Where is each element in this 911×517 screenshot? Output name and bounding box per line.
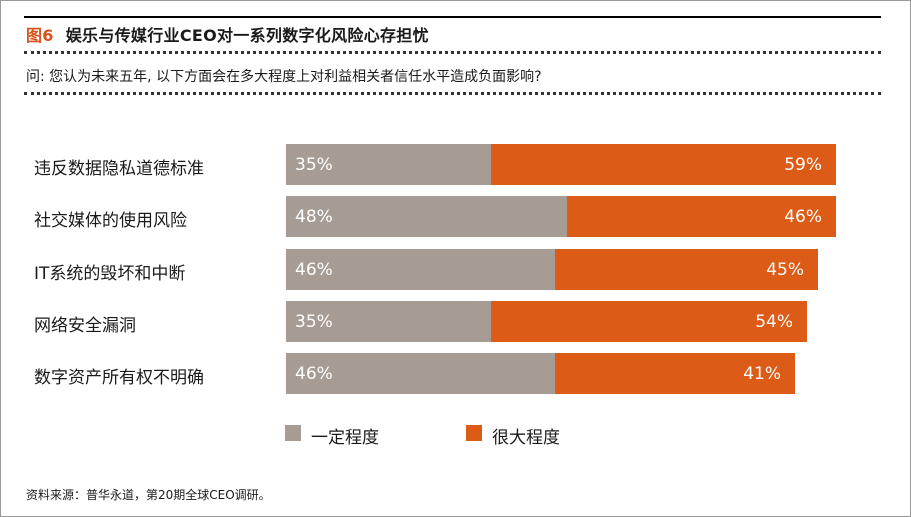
data-label: 46%	[784, 206, 822, 227]
bar-segment-great-extent: 45%	[555, 249, 818, 290]
bar-segment-great-extent: 59%	[491, 144, 836, 185]
source-note: 资料来源：普华永道，第20期全球CEO调研。	[26, 488, 271, 502]
bar-segment-some-extent: 48%	[286, 196, 567, 237]
legend-label-great-extent: 很大程度	[492, 428, 560, 448]
top-rule	[24, 16, 881, 18]
dotted-divider-top	[24, 51, 881, 54]
bar-segment-some-extent: 46%	[286, 353, 555, 394]
data-label: 48%	[295, 206, 333, 227]
category-label: IT系统的毁坏和中断	[34, 264, 186, 284]
dotted-divider-bottom	[24, 92, 881, 95]
data-label: 45%	[766, 259, 804, 280]
bar-segment-some-extent: 35%	[286, 144, 491, 185]
category-label: 社交媒体的使用风险	[34, 211, 187, 231]
bar-segment-great-extent: 46%	[567, 196, 836, 237]
data-label: 54%	[755, 311, 793, 332]
figure-title-row: 图6 娱乐与传媒行业CEO对一系列数字化风险心存担忧	[26, 22, 429, 46]
bar-segment-some-extent: 46%	[286, 249, 555, 290]
legend-swatch-some-extent	[285, 425, 301, 441]
figure-label: 图6	[26, 26, 54, 45]
category-label: 违反数据隐私道德标准	[34, 159, 204, 179]
figure-title: 娱乐与传媒行业CEO对一系列数字化风险心存担忧	[65, 26, 429, 45]
category-label: 数字资产所有权不明确	[34, 368, 204, 388]
data-label: 41%	[743, 363, 781, 384]
survey-question: 问: 您认为未来五年, 以下方面会在多大程度上对利益相关者信任水平造成负面影响?	[26, 69, 542, 85]
bar-segment-great-extent: 54%	[491, 301, 807, 342]
data-label: 46%	[295, 259, 333, 280]
legend-swatch-great-extent	[466, 425, 482, 441]
data-label: 35%	[295, 154, 333, 175]
data-label: 46%	[295, 363, 333, 384]
bar-segment-some-extent: 35%	[286, 301, 491, 342]
legend-label-some-extent: 一定程度	[311, 428, 379, 448]
bar-segment-great-extent: 41%	[555, 353, 795, 394]
data-label: 59%	[784, 154, 822, 175]
category-label: 网络安全漏洞	[34, 316, 136, 336]
data-label: 35%	[295, 311, 333, 332]
